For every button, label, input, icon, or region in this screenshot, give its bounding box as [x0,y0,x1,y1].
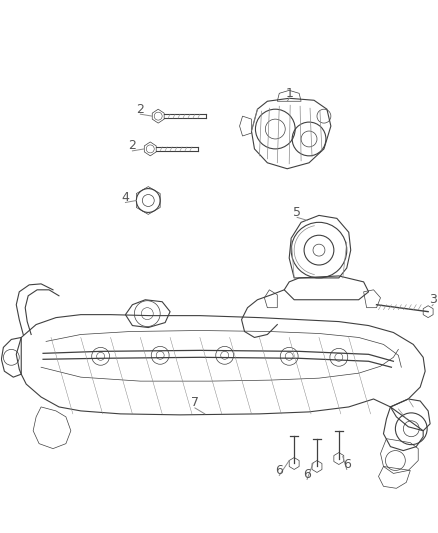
Text: 2: 2 [128,140,136,152]
Text: 2: 2 [136,103,144,116]
Text: 1: 1 [285,87,293,100]
Text: 6: 6 [343,458,351,471]
Text: 7: 7 [191,397,199,409]
Text: 4: 4 [121,191,129,204]
Text: 5: 5 [293,206,301,219]
Text: 3: 3 [429,293,437,306]
Text: 6: 6 [303,468,311,481]
Text: 6: 6 [276,464,283,477]
